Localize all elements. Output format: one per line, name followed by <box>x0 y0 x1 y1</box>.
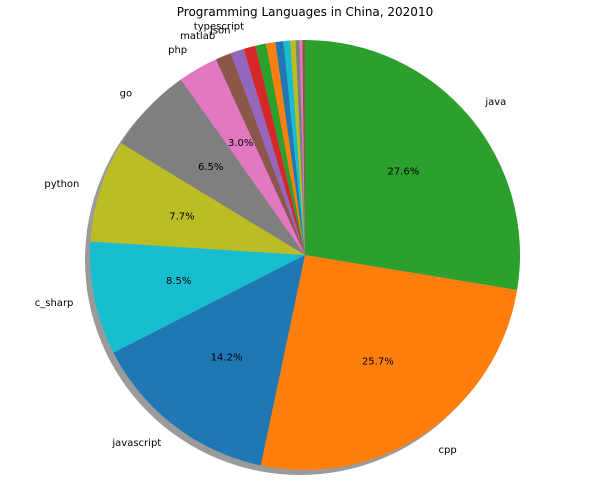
slice-pct-php: 3.0% <box>228 138 253 149</box>
slice-label-python: python <box>44 179 79 190</box>
pie-slice-minor-14 <box>290 40 305 256</box>
pie-slice-minor-12 <box>275 41 305 255</box>
pie-slice-php <box>180 59 305 256</box>
slice-label-javascript: javascript <box>111 438 161 449</box>
chart-title: Programming Languages in China, 202010 <box>177 5 433 19</box>
pie-slices <box>89 40 520 470</box>
pie-slice-minor-10 <box>255 43 305 255</box>
slice-label-go: go <box>120 89 132 100</box>
slice-pct-cpp: 25.7% <box>362 356 394 367</box>
slice-pct-c_sharp: 8.5% <box>166 276 191 287</box>
pie-slice-python <box>90 143 305 255</box>
pie-slice-json <box>230 48 305 255</box>
pie-slice-minor-15 <box>295 40 305 255</box>
slice-label-typescript: typescript <box>194 21 244 32</box>
slice-pct-javascript: 14.2% <box>211 352 243 363</box>
pie-slice-minor-17 <box>302 40 305 255</box>
slice-label-matlab: matlab <box>180 31 215 42</box>
pie-slice-minor-13 <box>283 40 305 256</box>
pie-slice-minor-11 <box>266 42 305 255</box>
pie-slice-matlab <box>215 53 305 255</box>
slice-pct-python: 7.7% <box>169 211 194 222</box>
slice-label-cpp: cpp <box>439 445 457 456</box>
slice-pct-java: 27.6% <box>387 167 419 178</box>
slice-label-java: java <box>484 97 506 108</box>
slice-label-c_sharp: c_sharp <box>35 298 74 309</box>
slice-label-json: json <box>209 26 230 37</box>
slice-label-php: php <box>168 45 187 56</box>
pie-slice-c_sharp <box>89 241 305 353</box>
pie-slice-java <box>305 40 520 290</box>
pie-slice-go <box>121 79 305 255</box>
slice-pct-go: 6.5% <box>198 162 223 173</box>
pie-slice-typescript <box>243 45 305 256</box>
pie-slice-cpp <box>260 255 518 470</box>
pie-labels: java 27.6% cpp 25.7% javascript 14.2% c_sharp 8… <box>35 21 506 456</box>
pie-slice-javascript <box>113 255 305 466</box>
pie-slice-minor-16 <box>299 40 305 256</box>
